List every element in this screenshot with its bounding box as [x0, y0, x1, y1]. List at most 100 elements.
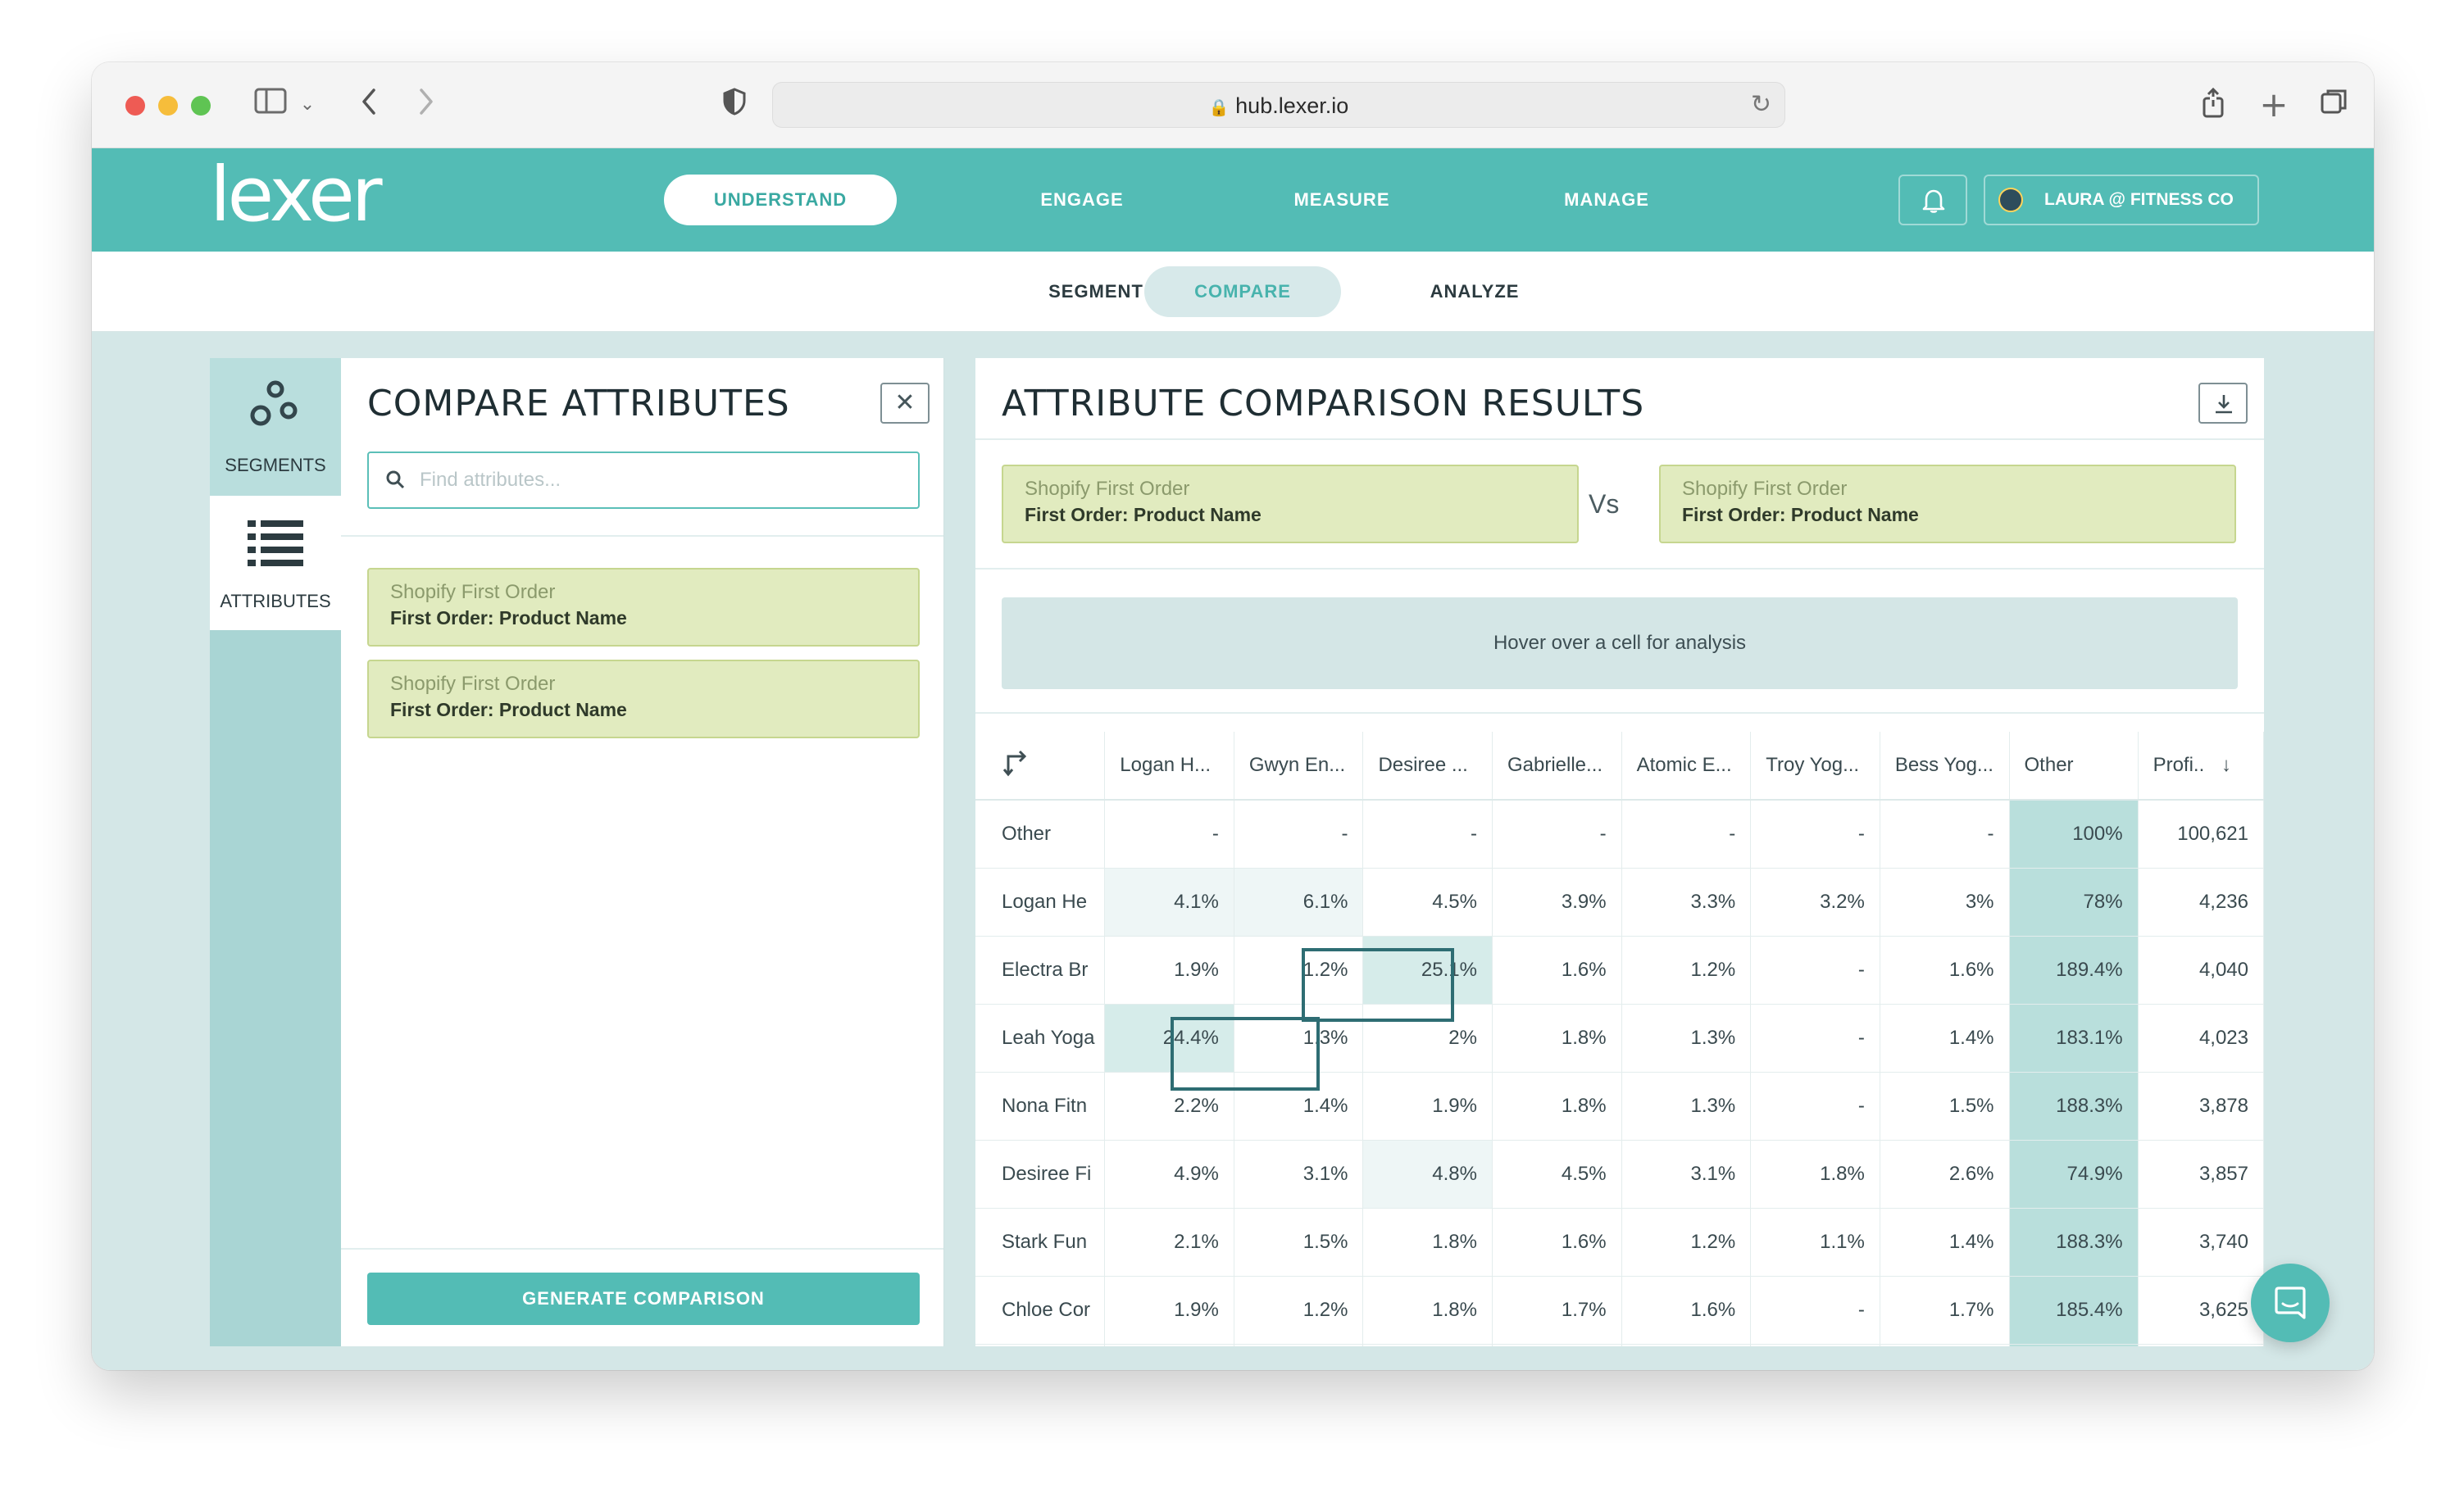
table-cell[interactable]: -	[1880, 800, 2010, 869]
table-cell[interactable]: 1.9%	[1104, 1276, 1234, 1345]
table-cell[interactable]: -	[1750, 800, 1880, 869]
reload-icon[interactable]: ↻	[1750, 90, 1771, 119]
profiles-cell[interactable]: 4,040	[2138, 936, 2264, 1005]
profiles-cell[interactable]: 3,857	[2138, 1140, 2264, 1209]
table-cell[interactable]: 1.6%	[1621, 1276, 1752, 1345]
table-cell[interactable]: 1.7%	[1492, 1276, 1622, 1345]
table-cell[interactable]: -	[1750, 1004, 1880, 1073]
table-cell[interactable]: 3.2%	[1750, 868, 1880, 937]
zoom-window-button[interactable]	[191, 96, 211, 116]
table-cell[interactable]: 1.2%	[1234, 1276, 1364, 1345]
new-tab-icon[interactable]: +	[2259, 84, 2289, 125]
generate-comparison-button[interactable]: GENERATE COMPARISON	[367, 1273, 920, 1325]
share-icon[interactable]	[2197, 87, 2230, 123]
nav-measure[interactable]: MEASURE	[1293, 189, 1390, 210]
column-header-profiles[interactable]: Profi.. ↓	[2138, 732, 2264, 801]
tab-overview-icon[interactable]	[2318, 87, 2351, 123]
table-cell[interactable]: -	[1750, 1072, 1880, 1141]
table-cell[interactable]: 2.6%	[1880, 1140, 2010, 1209]
table-cell[interactable]: 1.7%	[1880, 1276, 2010, 1345]
table-cell[interactable]: 1.8%	[1362, 1276, 1493, 1345]
column-header[interactable]: Atomic E...	[1621, 732, 1752, 801]
table-cell[interactable]: 2.1%	[1104, 1208, 1234, 1277]
table-cell[interactable]: -	[1621, 800, 1752, 869]
profiles-cell[interactable]: 4,023	[2138, 1004, 2264, 1073]
table-cell[interactable]: 1.5%	[1880, 1072, 2010, 1141]
column-header[interactable]: Logan H...	[1104, 732, 1234, 801]
table-cell[interactable]: 1.8%	[1492, 1072, 1622, 1141]
table-cell[interactable]: 1.8%	[1750, 1140, 1880, 1209]
table-cell[interactable]: 4.5%	[1362, 868, 1493, 937]
back-arrow-icon[interactable]	[352, 87, 385, 123]
table-cell[interactable]: 1.4%	[1880, 1004, 2010, 1073]
attribute-search[interactable]	[367, 452, 920, 509]
profiles-cell[interactable]: 4,236	[2138, 868, 2264, 937]
table-cell[interactable]: 4.9%	[1104, 1140, 1234, 1209]
tab-analyze[interactable]: ANALYZE	[1430, 281, 1520, 302]
table-cell[interactable]: 1.8%	[1362, 1208, 1493, 1277]
table-cell[interactable]: 6.1%	[1234, 868, 1364, 937]
table-cell[interactable]: 24.4%	[1104, 1004, 1234, 1073]
table-cell[interactable]: 2%	[1362, 1004, 1493, 1073]
table-cell[interactable]: 1.9%	[1104, 936, 1234, 1005]
lexer-logo[interactable]: lexer	[210, 151, 448, 238]
other-cell[interactable]: 74.9%	[2009, 1140, 2139, 1209]
column-header[interactable]: Desiree ...	[1362, 732, 1493, 801]
table-cell[interactable]: 1.4%	[1880, 1208, 2010, 1277]
column-header[interactable]: Troy Yog...	[1750, 732, 1880, 801]
table-cell[interactable]: -	[1362, 800, 1493, 869]
table-cell[interactable]: 3%	[1880, 868, 2010, 937]
table-cell[interactable]: 1.1%	[1750, 1208, 1880, 1277]
notifications-button[interactable]	[1898, 175, 1967, 225]
close-window-button[interactable]	[125, 96, 145, 116]
other-cell[interactable]: 78%	[2009, 868, 2139, 937]
table-cell[interactable]: 1.8%	[1492, 1004, 1622, 1073]
nav-understand[interactable]: UNDERSTAND	[664, 175, 897, 225]
other-cell[interactable]: 189.4%	[2009, 936, 2139, 1005]
table-cell[interactable]: 1.4%	[1234, 1072, 1364, 1141]
sidebar-toggle-icon[interactable]	[252, 87, 289, 123]
table-cell[interactable]: -	[1750, 936, 1880, 1005]
table-cell[interactable]: 2.2%	[1104, 1072, 1234, 1141]
profiles-cell[interactable]: 100,621	[2138, 800, 2264, 869]
address-bar[interactable]: 🔒 hub.lexer.io ↻	[772, 82, 1785, 128]
swap-axes-button[interactable]	[975, 732, 1106, 801]
table-cell[interactable]: 1.6%	[1880, 936, 2010, 1005]
table-cell[interactable]: -	[1234, 800, 1364, 869]
tab-compare[interactable]: COMPARE	[1144, 266, 1341, 317]
search-input[interactable]	[420, 460, 903, 501]
profiles-cell[interactable]: 3,740	[2138, 1208, 2264, 1277]
column-header[interactable]: Bess Yog...	[1880, 732, 2010, 801]
table-cell[interactable]: 3.9%	[1492, 868, 1622, 937]
table-cell[interactable]: 4.8%	[1362, 1140, 1493, 1209]
table-cell[interactable]: 1.9%	[1362, 1072, 1493, 1141]
table-cell[interactable]: -	[1750, 1276, 1880, 1345]
close-panel-button[interactable]: ✕	[880, 383, 930, 424]
column-header[interactable]: Gabrielle...	[1492, 732, 1622, 801]
other-cell[interactable]: 188.3%	[2009, 1072, 2139, 1141]
other-cell[interactable]: 183.1%	[2009, 1004, 2139, 1073]
profiles-cell[interactable]: 3,625	[2138, 1276, 2264, 1345]
table-cell[interactable]: -	[1104, 800, 1234, 869]
table-cell[interactable]: 4.5%	[1492, 1140, 1622, 1209]
selected-attribute-chip[interactable]: Shopify First Order First Order: Product…	[367, 568, 920, 647]
other-cell[interactable]: 188.3%	[2009, 1208, 2139, 1277]
table-cell[interactable]: 3.3%	[1621, 868, 1752, 937]
table-cell[interactable]: 1.2%	[1234, 936, 1364, 1005]
table-cell[interactable]: 1.3%	[1621, 1004, 1752, 1073]
table-cell[interactable]: 25.1%	[1362, 936, 1493, 1005]
forward-arrow-icon[interactable]	[410, 87, 443, 123]
sidebar-item-segments[interactable]: SEGMENTS	[210, 358, 341, 496]
chevron-down-icon[interactable]: ⌄	[299, 94, 316, 115]
minimize-window-button[interactable]	[158, 96, 178, 116]
privacy-shield-icon[interactable]	[718, 87, 751, 123]
nav-engage[interactable]: ENGAGE	[1040, 189, 1124, 210]
table-cell[interactable]: 4.1%	[1104, 868, 1234, 937]
column-header[interactable]: Other	[2009, 732, 2139, 801]
tab-segment[interactable]: SEGMENT	[1048, 281, 1143, 302]
table-cell[interactable]: 1.5%	[1234, 1208, 1364, 1277]
table-cell[interactable]: 1.2%	[1621, 1208, 1752, 1277]
nav-manage[interactable]: MANAGE	[1564, 189, 1649, 210]
table-cell[interactable]: 1.3%	[1234, 1004, 1364, 1073]
user-account-button[interactable]: LAURA @ FITNESS CO	[1984, 175, 2259, 225]
